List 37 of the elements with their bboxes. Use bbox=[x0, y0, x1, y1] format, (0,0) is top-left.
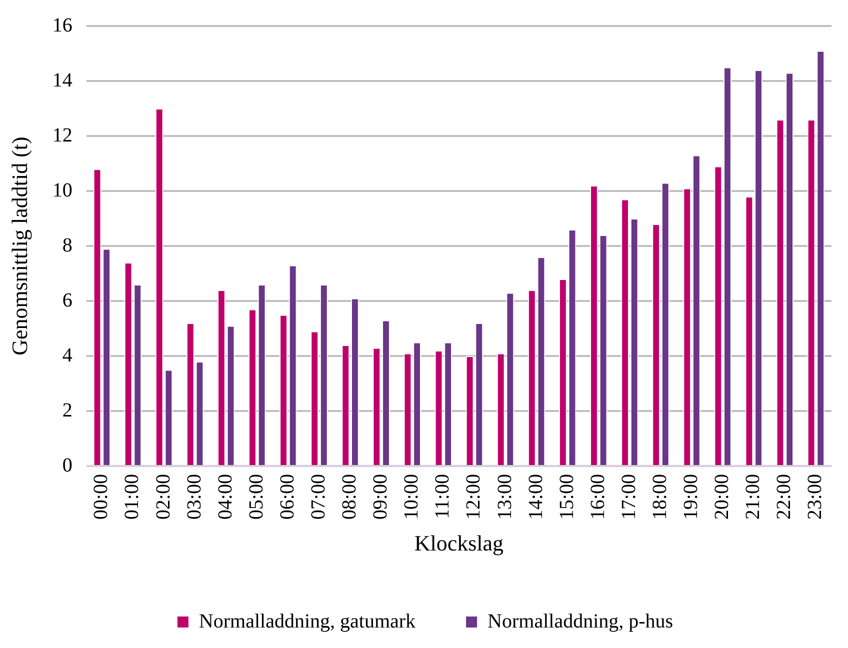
x-tick-label: 19:00 bbox=[680, 474, 702, 520]
x-tick-label: 14:00 bbox=[524, 474, 547, 520]
y-tick-label: 0 bbox=[62, 454, 72, 476]
x-tick-label: 17:00 bbox=[618, 474, 640, 520]
x-tick-label: 08:00 bbox=[338, 474, 361, 520]
y-tick-label: 6 bbox=[62, 289, 72, 312]
x-tick-label: 10:00 bbox=[400, 474, 423, 520]
x-tick-label: 18:00 bbox=[648, 474, 671, 520]
x-tick-label: 11:00 bbox=[432, 474, 454, 519]
x-tick-label: 15:00 bbox=[556, 474, 578, 520]
x-tick-label: 05:00 bbox=[245, 474, 268, 520]
y-tick-label: 16 bbox=[52, 14, 72, 36]
x-tick-label: 09:00 bbox=[370, 474, 392, 520]
y-tick-label: 8 bbox=[62, 234, 72, 256]
x-axis-title: Klockslag bbox=[414, 530, 504, 556]
x-tick-label: 23:00 bbox=[804, 474, 826, 520]
y-tick-label: 4 bbox=[62, 344, 72, 366]
x-tick-label: 06:00 bbox=[276, 474, 298, 520]
x-tick-label: 21:00 bbox=[742, 474, 764, 520]
x-tick-label: 13:00 bbox=[494, 474, 516, 520]
x-tick-label: 00:00 bbox=[90, 474, 112, 520]
y-tick-label: 12 bbox=[52, 124, 72, 146]
x-tick-label: 22:00 bbox=[773, 474, 796, 520]
x-tick-label: 03:00 bbox=[183, 474, 206, 520]
y-tick-label: 10 bbox=[52, 179, 72, 202]
legend-label: Normalladdning, gatumark bbox=[198, 610, 416, 632]
y-tick-label: 14 bbox=[52, 69, 72, 92]
x-tick-label: 07:00 bbox=[307, 474, 330, 520]
x-tick-label: 02:00 bbox=[152, 474, 174, 520]
x-tick-label: 04:00 bbox=[214, 474, 236, 520]
y-axis-title: Genomsnittlig laddtid (t) bbox=[6, 136, 32, 356]
legend-label: Normalladdning, p-hus bbox=[488, 610, 674, 632]
y-tick-label: 2 bbox=[62, 399, 72, 422]
x-tick-label: 16:00 bbox=[586, 474, 609, 520]
x-tick-label: 20:00 bbox=[711, 474, 734, 520]
x-tick-label: 01:00 bbox=[121, 474, 144, 520]
x-tick-label: 12:00 bbox=[462, 474, 485, 520]
